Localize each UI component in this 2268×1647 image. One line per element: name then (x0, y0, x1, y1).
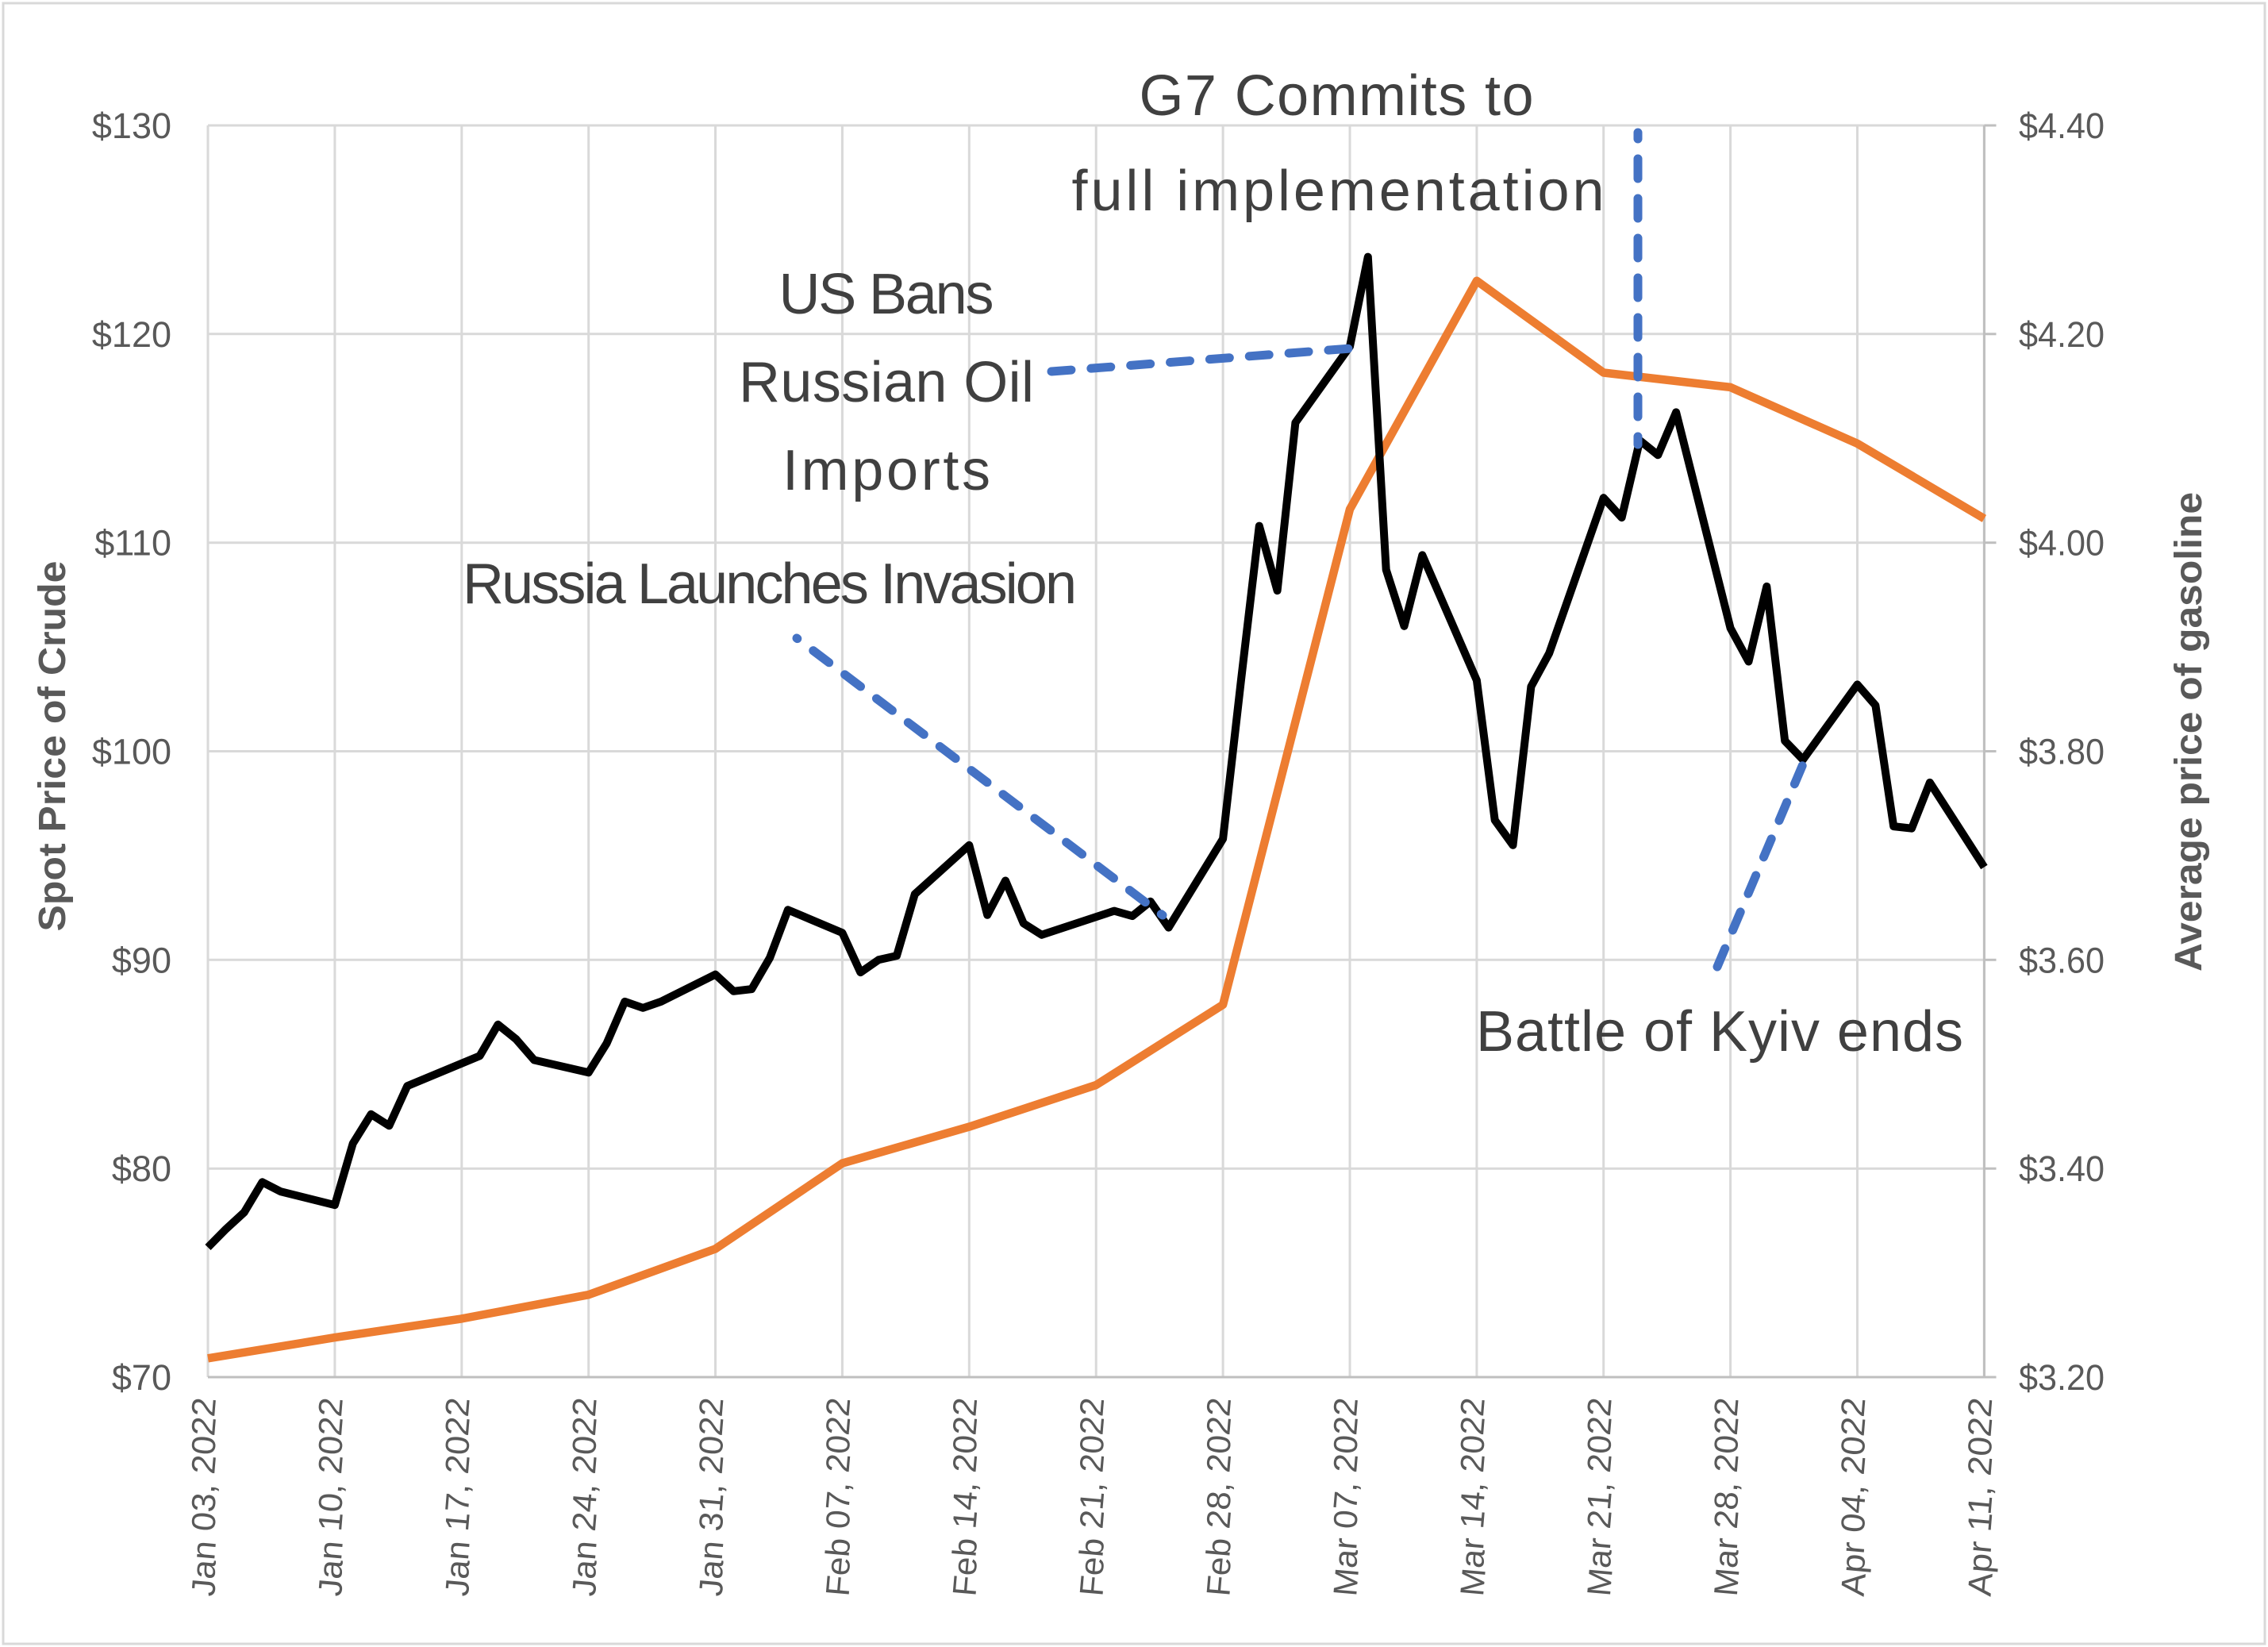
svg-text:$3.40: $3.40 (2019, 1149, 2105, 1189)
svg-text:$90: $90 (112, 940, 171, 980)
svg-text:Feb 14, 2022: Feb 14, 2022 (945, 1396, 984, 1598)
svg-text:Jan 17, 2022: Jan 17, 2022 (438, 1396, 477, 1598)
svg-text:Average price of gasoline: Average price of gasoline (2168, 492, 2210, 972)
svg-text:Jan 24, 2022: Jan 24, 2022 (565, 1396, 604, 1598)
svg-text:Jan 31, 2022: Jan 31, 2022 (692, 1396, 731, 1598)
svg-text:Feb 21, 2022: Feb 21, 2022 (1072, 1396, 1111, 1598)
svg-text:Imports: Imports (782, 439, 990, 502)
svg-text:$3.80: $3.80 (2019, 732, 2105, 772)
svg-text:full implementation: full implementation (1072, 160, 1605, 223)
svg-text:$4.20: $4.20 (2019, 314, 2105, 355)
svg-text:Feb 07, 2022: Feb 07, 2022 (819, 1396, 858, 1598)
svg-text:Jan 10, 2022: Jan 10, 2022 (311, 1396, 350, 1598)
svg-text:$80: $80 (112, 1149, 171, 1189)
svg-text:Apr 04, 2022: Apr 04, 2022 (1834, 1396, 1873, 1598)
svg-text:G7 Commits to: G7 Commits to (1140, 64, 1534, 128)
svg-text:Battle of Kyiv ends: Battle of Kyiv ends (1476, 1000, 1963, 1064)
svg-text:$3.60: $3.60 (2019, 940, 2105, 980)
svg-text:$110: $110 (94, 523, 171, 564)
svg-text:Mar 21, 2022: Mar 21, 2022 (1580, 1396, 1620, 1598)
svg-text:$70: $70 (112, 1357, 171, 1398)
svg-text:Apr 11, 2022: Apr 11, 2022 (1961, 1396, 2000, 1598)
svg-text:Mar 14, 2022: Mar 14, 2022 (1453, 1396, 1493, 1598)
svg-text:Jan 03, 2022: Jan 03, 2022 (184, 1396, 223, 1598)
svg-text:$130: $130 (92, 106, 171, 146)
svg-text:$4.00: $4.00 (2019, 523, 2105, 564)
svg-text:Russian Oil: Russian Oil (739, 351, 1034, 414)
svg-text:Spot Price of Crude: Spot Price of Crude (32, 561, 74, 932)
svg-text:$120: $120 (92, 314, 171, 355)
svg-text:Mar 28, 2022: Mar 28, 2022 (1707, 1396, 1747, 1598)
svg-text:$4.40: $4.40 (2019, 106, 2105, 146)
svg-text:Russia Launches Invasion: Russia Launches Invasion (463, 552, 1077, 616)
svg-text:Feb 28, 2022: Feb 28, 2022 (1199, 1396, 1238, 1598)
svg-text:US Bans: US Bans (779, 263, 994, 326)
svg-text:$3.20: $3.20 (2019, 1357, 2105, 1398)
svg-text:Mar 07, 2022: Mar 07, 2022 (1326, 1396, 1366, 1598)
svg-text:$100: $100 (92, 732, 171, 772)
